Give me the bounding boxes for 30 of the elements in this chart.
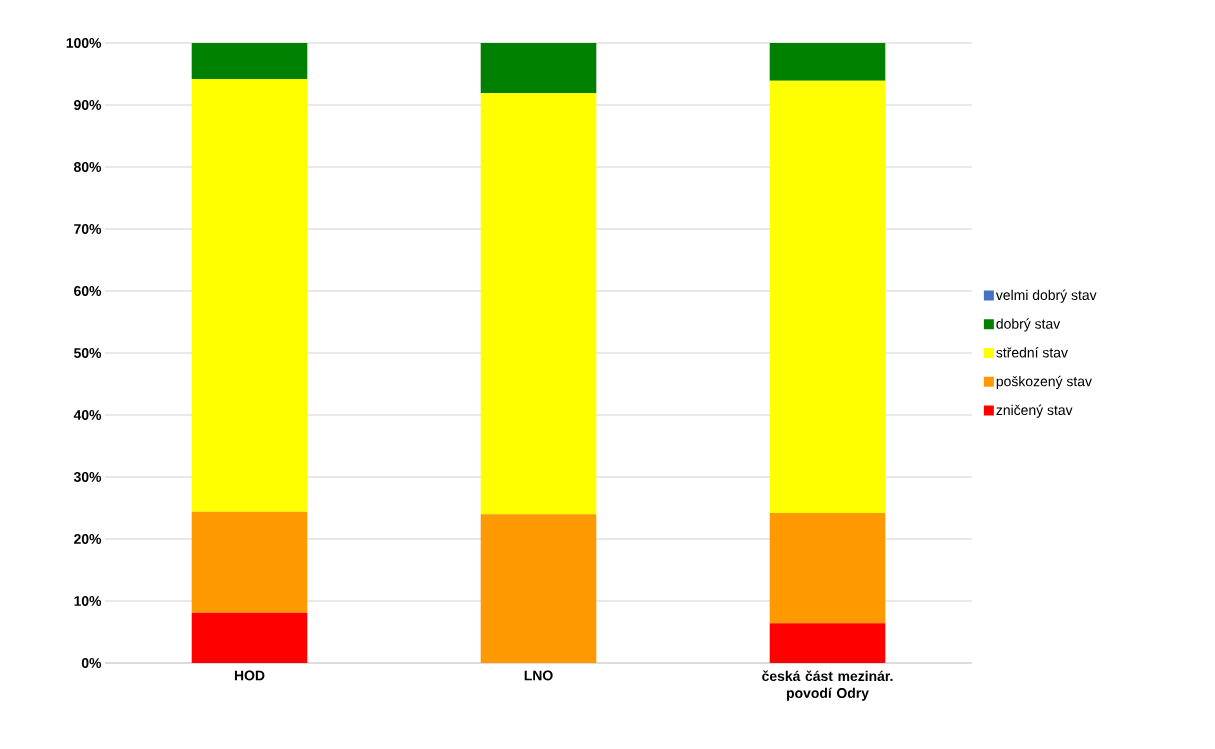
bar [769, 80, 886, 513]
bar [480, 514, 597, 663]
y-tick-label: 60% [74, 286, 102, 296]
y-tick-label: 20% [74, 534, 102, 544]
legend-label: střední stav [996, 347, 1068, 358]
bar [480, 42, 597, 94]
y-tick-label: 50% [73, 348, 102, 358]
bar [480, 93, 597, 515]
y-tick-label: 70% [74, 224, 102, 234]
bar [769, 623, 886, 663]
bar [191, 42, 308, 79]
bar [769, 512, 886, 624]
legend-label: velmi dobrý stav [995, 289, 1097, 303]
bar [769, 42, 886, 81]
bar [191, 612, 308, 663]
x-tick-label: HOD [234, 670, 265, 681]
y-tick-label: 90% [74, 100, 102, 110]
x-tick-label: česká část mezinár. povodí Odry [762, 670, 893, 701]
bar [191, 78, 308, 512]
x-tick-label: LNO [524, 670, 553, 681]
y-tick-label: 100% [66, 38, 102, 48]
y-tick-label: 40% [73, 410, 102, 420]
y-tick-label: 10% [74, 596, 102, 606]
legend-label: poškozený stav [996, 375, 1092, 390]
y-tick-label: 0% [81, 658, 102, 668]
bar [191, 511, 308, 613]
legend-label: dobrý stav [996, 318, 1061, 332]
y-tick-label: 80% [74, 162, 102, 172]
y-tick-label: 30% [73, 472, 102, 482]
legend-label: zničený stav [996, 404, 1073, 418]
